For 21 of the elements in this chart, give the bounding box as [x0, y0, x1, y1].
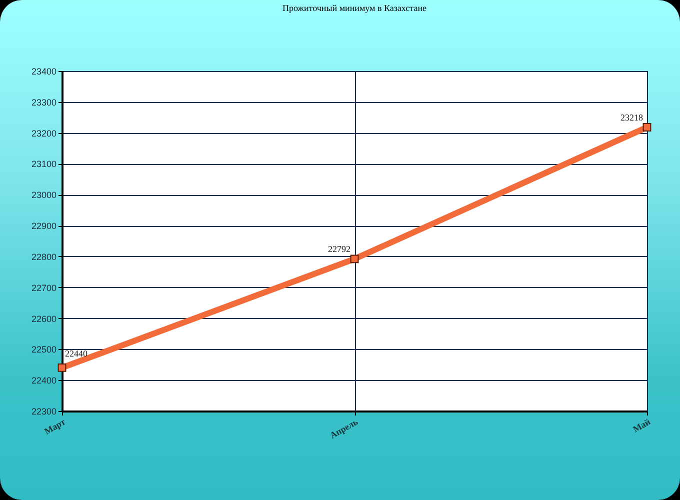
point: [58, 364, 66, 372]
y-tick-label: 22900: [31, 221, 56, 232]
point: [642, 123, 652, 132]
chart-title: Прожиточный минимум в Казахстане: [282, 3, 427, 13]
y-tick-label: 22600: [31, 314, 56, 324]
y-tick-label: 22300: [31, 406, 56, 416]
x-tick-label: Май: [631, 416, 652, 434]
y-tick-label: 22700: [31, 282, 56, 293]
data-label: 22792: [328, 244, 350, 254]
y-tick-label: 22400: [31, 376, 56, 386]
x-tick-label: Март: [42, 416, 68, 436]
data-label: 22440: [65, 348, 88, 359]
data-label: 23218: [620, 112, 644, 122]
y-tick-label: 23300: [31, 97, 56, 108]
point: [350, 254, 359, 264]
y-tick-label: 23400: [31, 66, 56, 76]
y-tick-label: 23200: [31, 128, 56, 138]
y-tick-label: 22500: [31, 344, 56, 355]
y-tick-label: 23100: [31, 159, 56, 170]
y-tick-label: 23000: [31, 190, 56, 200]
y-tick-label: 22800: [31, 252, 56, 262]
